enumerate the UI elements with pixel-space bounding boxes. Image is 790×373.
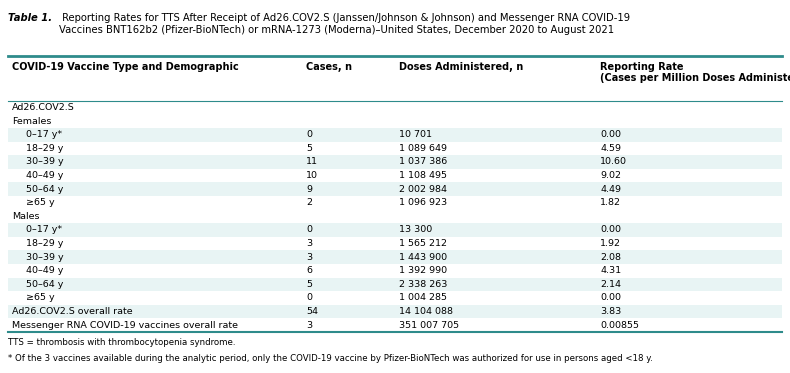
Text: 40–49 y: 40–49 y (26, 171, 63, 180)
Text: Females: Females (12, 117, 51, 126)
Text: 1 108 495: 1 108 495 (399, 171, 447, 180)
Text: Doses Administered, n: Doses Administered, n (399, 62, 523, 72)
Text: 1 565 212: 1 565 212 (399, 239, 447, 248)
Text: 10 701: 10 701 (399, 130, 432, 139)
Text: 2 338 263: 2 338 263 (399, 280, 447, 289)
Text: 4.59: 4.59 (600, 144, 621, 153)
Text: TTS = thrombosis with thrombocytopenia syndrome.: TTS = thrombosis with thrombocytopenia s… (8, 338, 235, 347)
Text: 30–39 y: 30–39 y (26, 157, 64, 166)
Text: 2.14: 2.14 (600, 280, 621, 289)
Text: 3.83: 3.83 (600, 307, 622, 316)
Text: ≥65 y: ≥65 y (26, 198, 55, 207)
Text: 5: 5 (306, 144, 312, 153)
Text: 4.49: 4.49 (600, 185, 621, 194)
Text: 0: 0 (306, 294, 312, 303)
Text: 10: 10 (306, 171, 318, 180)
Text: 5: 5 (306, 280, 312, 289)
Text: 13 300: 13 300 (399, 225, 432, 235)
Text: 30–39 y: 30–39 y (26, 253, 64, 261)
Text: Males: Males (12, 212, 40, 221)
Text: 3: 3 (306, 239, 312, 248)
Text: 1.82: 1.82 (600, 198, 621, 207)
Text: 3: 3 (306, 253, 312, 261)
Text: 351 007 705: 351 007 705 (399, 321, 459, 330)
Text: COVID-19 Vaccine Type and Demographic: COVID-19 Vaccine Type and Demographic (12, 62, 239, 72)
Text: Cases, n: Cases, n (306, 62, 352, 72)
Text: Reporting Rate
(Cases per Million Doses Administered): Reporting Rate (Cases per Million Doses … (600, 62, 790, 83)
Text: 14 104 088: 14 104 088 (399, 307, 453, 316)
Text: 54: 54 (306, 307, 318, 316)
Text: 0.00855: 0.00855 (600, 321, 639, 330)
Text: * Of the 3 vaccines available during the analytic period, only the COVID-19 vacc: * Of the 3 vaccines available during the… (8, 354, 653, 363)
Text: 1 004 285: 1 004 285 (399, 294, 447, 303)
Text: 40–49 y: 40–49 y (26, 266, 63, 275)
Text: 18–29 y: 18–29 y (26, 239, 63, 248)
Text: 0.00: 0.00 (600, 225, 621, 235)
Text: 0: 0 (306, 225, 312, 235)
Text: 0–17 y*: 0–17 y* (26, 130, 62, 139)
Text: 1 392 990: 1 392 990 (399, 266, 447, 275)
Text: 9.02: 9.02 (600, 171, 621, 180)
Text: Ad26.COV2.S: Ad26.COV2.S (12, 103, 74, 112)
Text: 50–64 y: 50–64 y (26, 280, 63, 289)
Text: 1 096 923: 1 096 923 (399, 198, 447, 207)
Text: 1 037 386: 1 037 386 (399, 157, 447, 166)
Text: 2: 2 (306, 198, 312, 207)
Text: Messenger RNA COVID-19 vaccines overall rate: Messenger RNA COVID-19 vaccines overall … (12, 321, 238, 330)
Text: Table 1.: Table 1. (8, 13, 52, 23)
Text: 1.92: 1.92 (600, 239, 621, 248)
Text: ≥65 y: ≥65 y (26, 294, 55, 303)
Text: 2.08: 2.08 (600, 253, 621, 261)
Text: Reporting Rates for TTS After Receipt of Ad26.COV2.S (Janssen/Johnson & Johnson): Reporting Rates for TTS After Receipt of… (59, 13, 630, 35)
Text: 0.00: 0.00 (600, 294, 621, 303)
Text: 1 089 649: 1 089 649 (399, 144, 447, 153)
Text: 6: 6 (306, 266, 312, 275)
Text: Ad26.COV2.S overall rate: Ad26.COV2.S overall rate (12, 307, 133, 316)
Text: 1 443 900: 1 443 900 (399, 253, 447, 261)
Text: 18–29 y: 18–29 y (26, 144, 63, 153)
Text: 4.31: 4.31 (600, 266, 621, 275)
Text: 0.00: 0.00 (600, 130, 621, 139)
Text: 0–17 y*: 0–17 y* (26, 225, 62, 235)
Text: 0: 0 (306, 130, 312, 139)
Text: 11: 11 (306, 157, 318, 166)
Text: 2 002 984: 2 002 984 (399, 185, 447, 194)
Text: 10.60: 10.60 (600, 157, 627, 166)
Text: 50–64 y: 50–64 y (26, 185, 63, 194)
Text: 3: 3 (306, 321, 312, 330)
Text: 9: 9 (306, 185, 312, 194)
